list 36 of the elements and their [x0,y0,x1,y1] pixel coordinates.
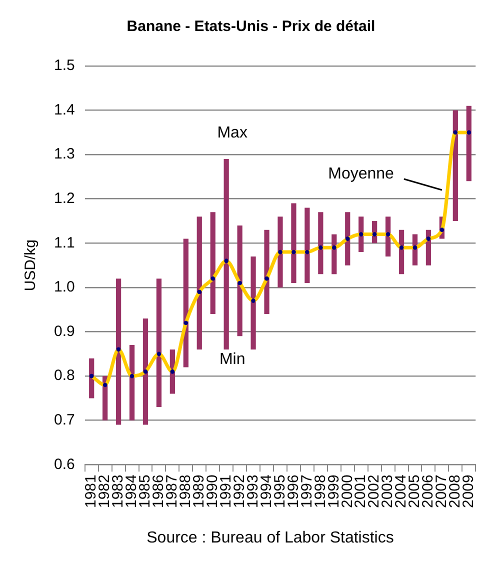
y-tick-label: 0.7 [54,411,75,428]
bar [398,230,404,274]
bar [142,318,148,425]
bar [250,256,256,350]
bar [129,345,135,420]
bar [318,212,324,274]
y-tick-label: 0.8 [54,367,75,384]
bar [196,216,202,350]
annotation: Min [219,350,246,368]
bar [183,238,188,368]
source-note: Source : Bureau of Labor Statistics [146,529,394,546]
bar [224,159,229,350]
y-axis-title: USD/kg [22,239,40,292]
y-tick-label: 0.9 [54,322,75,340]
annotation: Moyenne [328,165,394,182]
bar [304,208,310,284]
annotation: Max [217,124,248,142]
chart-title: Banane - Etats-Unis - Prix de détail [126,18,376,36]
bar [466,106,472,182]
y-tick-label: 1.1 [54,234,75,252]
bar [156,278,162,408]
bar [278,216,283,288]
bar [452,110,458,222]
bar [237,225,242,336]
y-tick-label: 1.4 [54,101,75,118]
y-tick-label: 1.3 [54,146,75,163]
y-tick-label: 0.6 [54,456,75,473]
bar [210,212,216,314]
bar [332,234,337,274]
bar [89,358,94,398]
y-tick-label: 1.0 [54,278,75,296]
bar [345,212,350,266]
bar [116,278,122,425]
bar [291,203,296,284]
y-tick-label: 1.5 [54,57,75,74]
y-tick-label: 1.2 [54,190,75,208]
